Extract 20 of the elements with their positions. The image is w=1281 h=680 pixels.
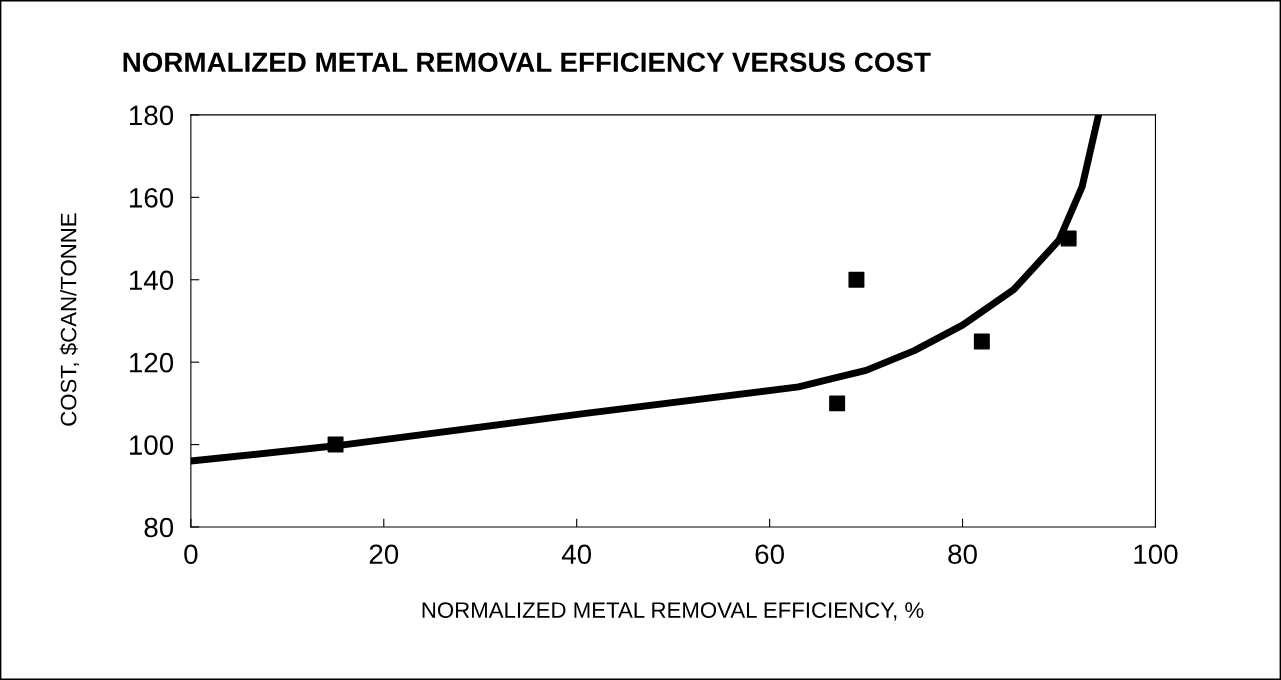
y-tick-label: 140 xyxy=(129,270,174,291)
x-tick-label: 60 xyxy=(755,544,784,565)
x-tick-label: 20 xyxy=(369,544,399,565)
y-tick-label: 100 xyxy=(129,435,174,455)
x-tick-label: 40 xyxy=(561,544,592,565)
point xyxy=(327,436,344,453)
x-tick-label: 80 xyxy=(948,544,977,565)
x-tick-label: 0 xyxy=(184,544,198,565)
point xyxy=(829,395,846,412)
x-tick-label: 100 xyxy=(1134,544,1178,565)
x-axis-title: NORMALIZED METAL REMOVAL EFFICIENCY, % xyxy=(422,602,924,621)
y-axis-title: COST, $CAN/TONNE xyxy=(59,213,80,426)
y-tick-label: 180 xyxy=(129,105,174,126)
y-tick-label: 160 xyxy=(129,188,174,208)
y-tick-label: 120 xyxy=(129,352,174,373)
y-tick-label: 80 xyxy=(144,517,174,538)
chart-title: NORMALIZED METAL REMOVAL EFFICIENCY VERSUS COST xyxy=(123,52,931,73)
point xyxy=(973,333,990,350)
point xyxy=(848,271,865,288)
point xyxy=(1060,230,1077,247)
